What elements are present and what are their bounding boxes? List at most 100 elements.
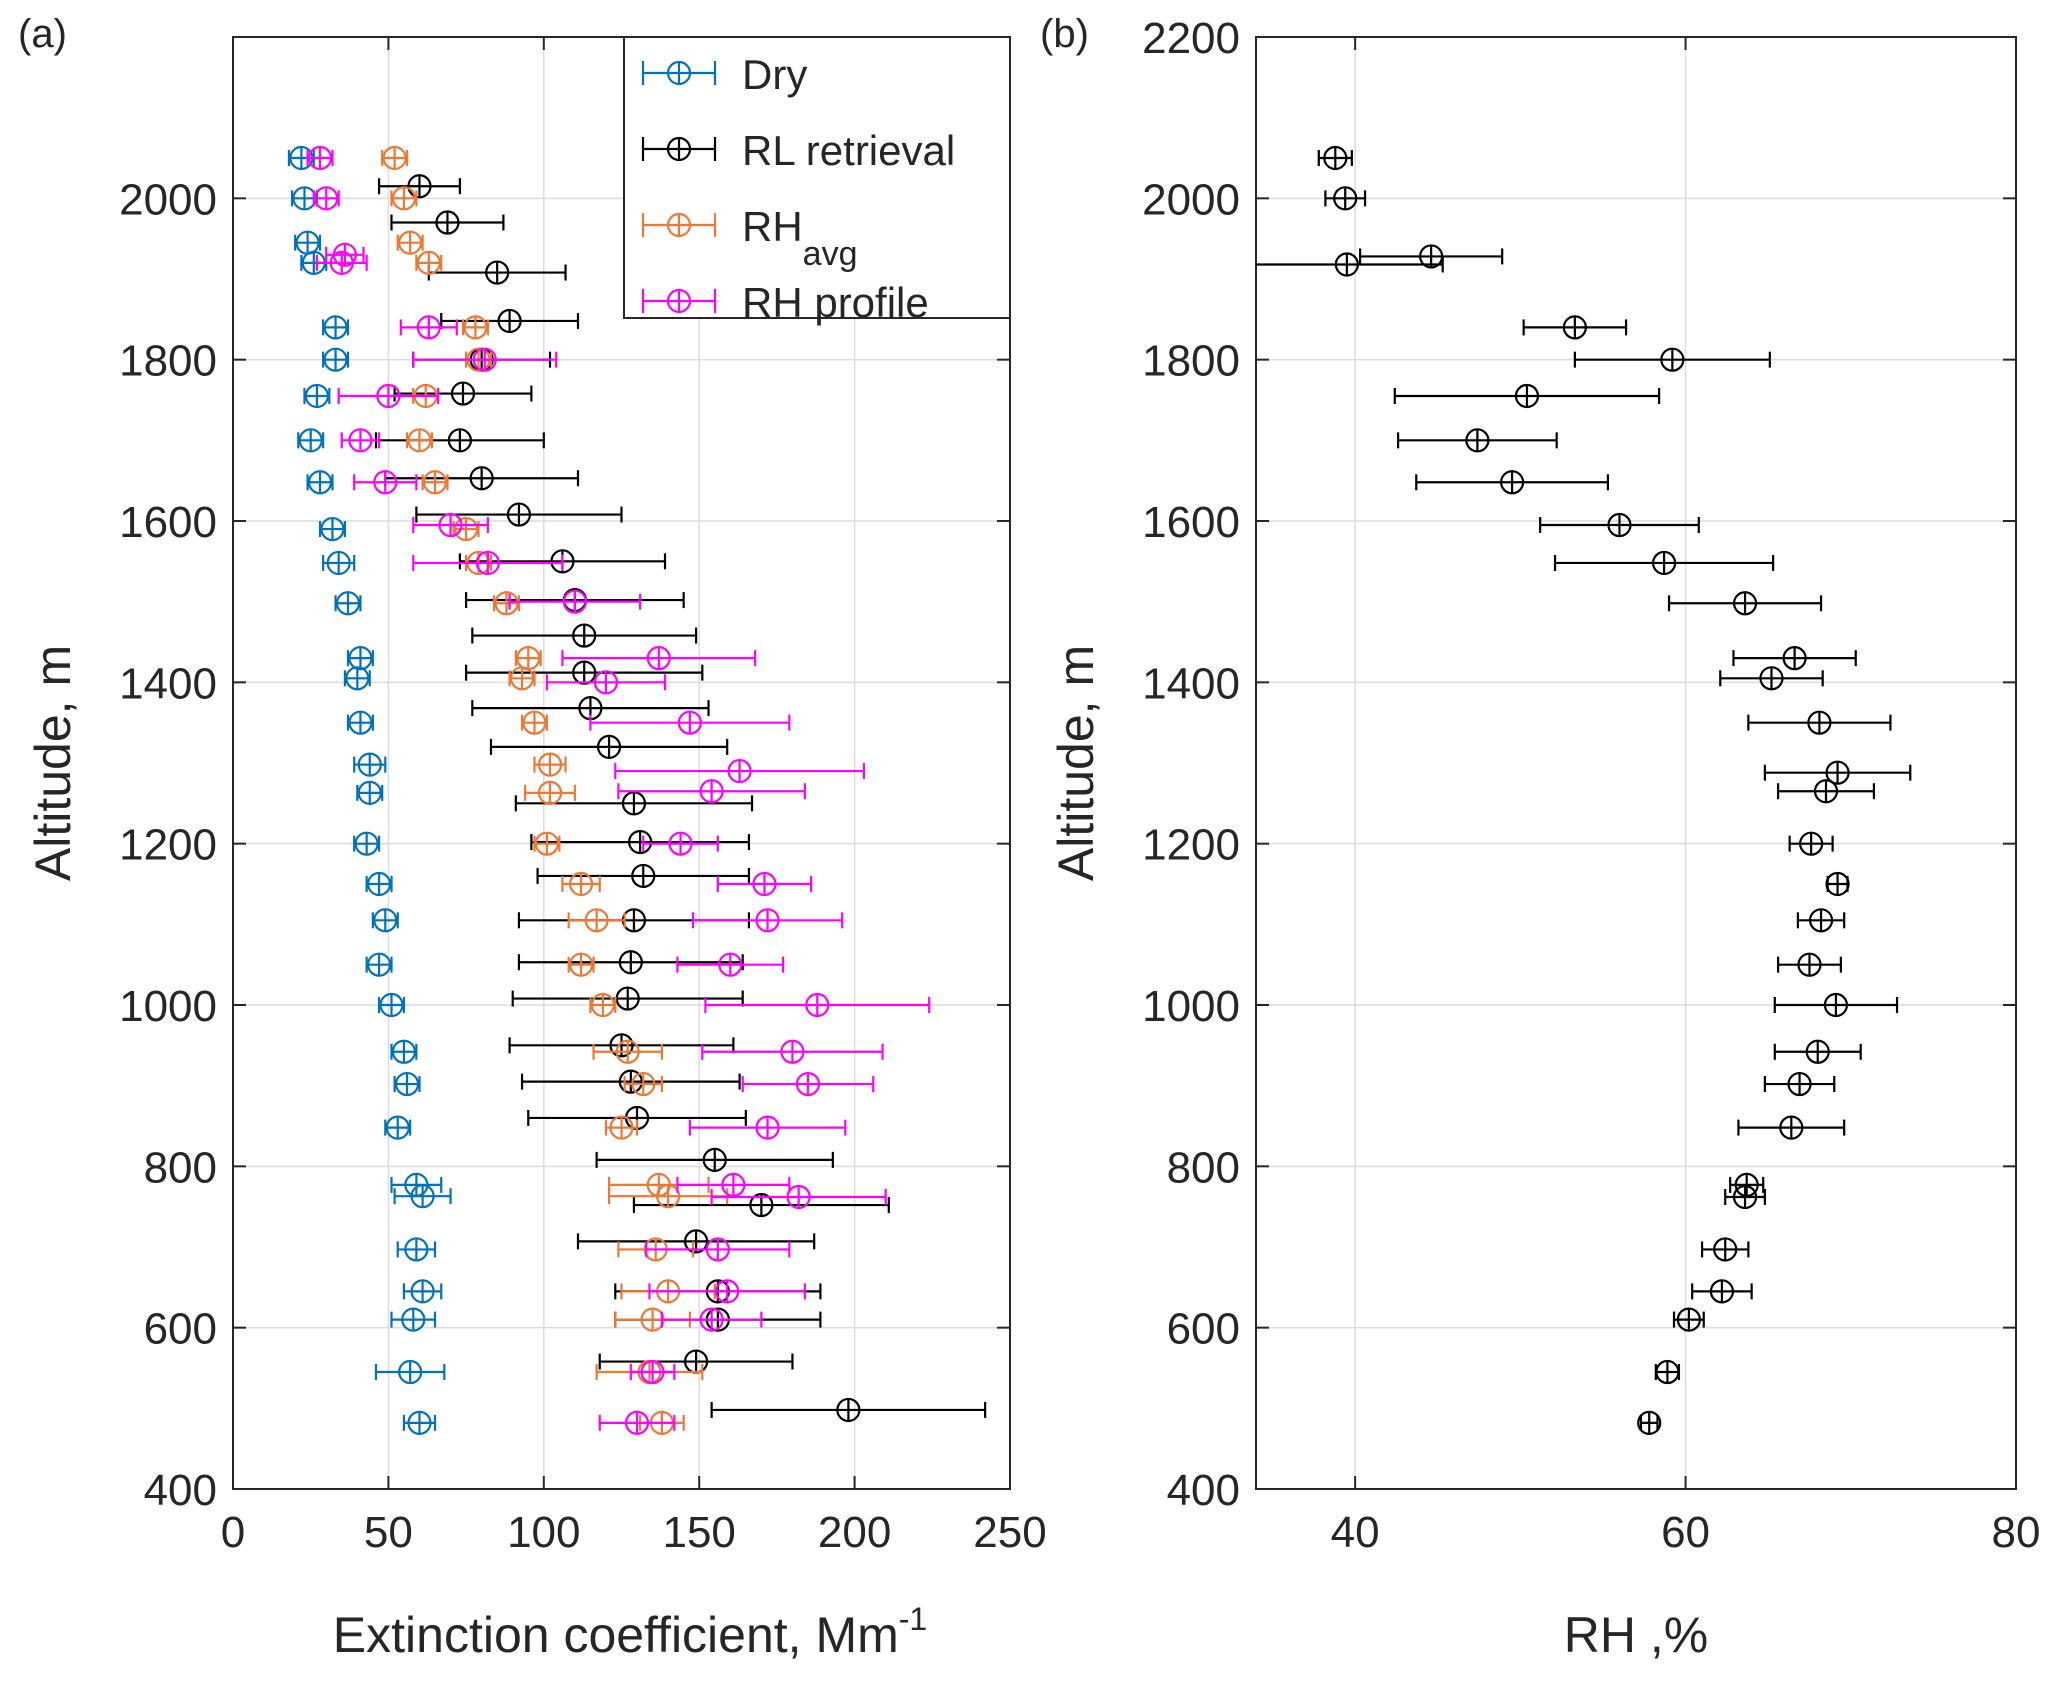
y-tick-label: 1400 (119, 659, 217, 708)
marker (699, 779, 724, 804)
marker (416, 250, 441, 275)
data-point (452, 516, 480, 542)
data-point (520, 1069, 741, 1094)
marker (394, 1071, 420, 1097)
data-point (371, 908, 399, 933)
data-point (1825, 871, 1850, 897)
data-point (1667, 591, 1823, 616)
marker (506, 502, 532, 527)
data-point (598, 1410, 676, 1435)
marker (618, 1069, 643, 1094)
marker (1759, 666, 1784, 691)
marker (314, 186, 339, 211)
marker (1660, 347, 1685, 372)
marker (345, 666, 370, 691)
marker (469, 466, 494, 491)
data-point (390, 1039, 418, 1064)
y-tick-label: 1400 (1142, 659, 1240, 708)
marker (494, 591, 519, 616)
marker (537, 780, 563, 805)
data-point (567, 908, 626, 933)
data-point (402, 1279, 443, 1304)
data-point (1776, 779, 1876, 804)
panel-a-x-axis-label-main: Extinction coefficient, Mm (333, 1607, 899, 1663)
data-point (589, 710, 791, 735)
data-point (604, 1115, 639, 1140)
y-tick-label: 2200 (1142, 14, 1240, 63)
data-point (471, 623, 698, 648)
marker (1799, 831, 1824, 856)
y-tick-label: 2000 (119, 175, 217, 224)
legend-item: Dry (641, 51, 807, 98)
data-point (567, 952, 595, 977)
marker (438, 512, 463, 538)
data-point (1573, 347, 1771, 372)
marker (373, 470, 398, 495)
data-point (421, 470, 449, 495)
data-point (1747, 710, 1892, 735)
legend-label-text: RL retrieval (742, 127, 955, 174)
marker (590, 992, 615, 1018)
data-point (322, 347, 350, 372)
data-point (645, 1237, 791, 1262)
data-point (384, 1115, 412, 1140)
data-point (393, 1184, 452, 1209)
marker (366, 871, 392, 897)
marker (335, 591, 361, 616)
data-point (688, 1115, 847, 1140)
data-point (377, 174, 461, 199)
marker (677, 710, 702, 735)
panel-a-y-axis-label: Altitude, m (25, 645, 81, 881)
marker (615, 1039, 640, 1064)
marker (705, 1237, 730, 1262)
legend-box (623, 36, 1011, 319)
legend-label-text: RH (742, 203, 803, 250)
marker (618, 950, 643, 975)
data-point (514, 646, 542, 671)
data-point (1637, 1410, 1662, 1435)
data-point (489, 734, 729, 759)
marker (472, 347, 497, 372)
marker (1732, 591, 1758, 616)
marker (572, 660, 597, 685)
legend-item: RH profile (641, 279, 929, 326)
data-point (710, 1397, 987, 1423)
marker (646, 646, 671, 671)
y-tick-label: 400 (144, 1466, 217, 1515)
marker (1825, 871, 1850, 897)
marker (1323, 145, 1348, 171)
marker (435, 210, 460, 235)
marker (631, 863, 656, 889)
data-point (356, 780, 384, 805)
legend-marker (641, 288, 717, 314)
marker (596, 734, 622, 759)
marker (1651, 550, 1677, 576)
data-point (1324, 186, 1367, 211)
data-point (595, 1147, 834, 1172)
data-point (294, 230, 322, 255)
marker (755, 1115, 780, 1140)
data-point (340, 428, 381, 453)
marker (509, 666, 535, 691)
legend-marker-circle (666, 136, 692, 162)
marker (398, 1359, 423, 1385)
data-point (325, 242, 365, 267)
data-point (374, 1359, 446, 1385)
marker (1499, 470, 1525, 495)
data-point (377, 992, 406, 1018)
data-point (1719, 666, 1824, 691)
y-tick-label: 800 (144, 1143, 217, 1192)
panel-b-y-axis-label: Altitude, m (1048, 645, 1104, 881)
marker (1807, 710, 1832, 735)
series-0 (1256, 145, 1912, 1435)
marker (628, 829, 653, 855)
series-3 (306, 145, 931, 1435)
data-point (592, 1039, 664, 1064)
marker (410, 1184, 435, 1209)
legend-label: RHavg (742, 203, 858, 273)
data-point (415, 250, 443, 275)
y-tick-label: 1800 (1142, 337, 1240, 386)
x-tick-label: 80 (1992, 1508, 2041, 1557)
marker (348, 646, 373, 671)
marker (1637, 1410, 1662, 1435)
